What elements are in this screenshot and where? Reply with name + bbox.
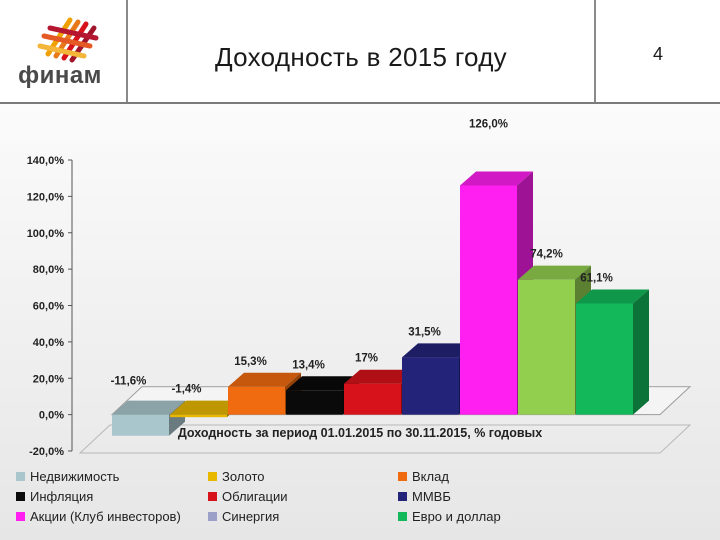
- bar-front: [344, 383, 401, 415]
- legend-label: Золото: [222, 469, 265, 484]
- legend-label: Вклад: [412, 469, 449, 484]
- bar-front: [402, 357, 459, 415]
- chart-title: Доходность за период 01.01.2015 по 30.11…: [178, 426, 542, 440]
- y-tick-label: 120,0%: [27, 191, 65, 203]
- legend-label: Синергия: [222, 509, 279, 524]
- bar-top: [518, 265, 591, 280]
- data-label: 74,2%: [530, 249, 563, 261]
- legend-label: Облигации: [222, 489, 287, 504]
- bar-top: [576, 289, 649, 304]
- bar-top: [286, 376, 359, 391]
- bar-front: [170, 414, 227, 418]
- data-labels: -11,6% -1,4% 15,3% 13,4% 17% 31,5% 126,0% 74,2%…: [111, 118, 613, 395]
- legend-label: Инфляция: [30, 489, 93, 504]
- bar-top: [228, 372, 301, 387]
- chart-legend: Недвижимость Золото Вклад Инфляция Облигации…: [16, 469, 501, 524]
- data-label: 61,1%: [580, 272, 613, 284]
- data-label: 13,4%: [292, 359, 325, 371]
- legend-swatch: [16, 512, 25, 521]
- legend-swatch: [208, 492, 217, 501]
- header-divider-right: [594, 0, 596, 102]
- bar-top: [460, 171, 533, 186]
- legend-swatch: [208, 512, 217, 521]
- bar: [576, 289, 649, 415]
- legend-label: Евро и доллар: [412, 509, 501, 524]
- finam-logo-icon: [37, 17, 99, 63]
- legend-swatch: [398, 492, 407, 501]
- page-title: Доходность в 2015 году: [214, 42, 507, 72]
- chart-base-plane: [78, 424, 692, 454]
- page-number: 4: [652, 44, 663, 64]
- legend-label: Недвижимость: [30, 469, 120, 484]
- bar-top: [170, 400, 243, 415]
- y-tick-label: -20,0%: [29, 446, 64, 458]
- y-tick-label: 40,0%: [33, 337, 64, 349]
- data-label: 126,0%: [469, 118, 508, 130]
- bar: [112, 400, 185, 436]
- chart-bars: [112, 171, 649, 436]
- slide-header: финам Доходность в 2015 году 4: [0, 0, 720, 102]
- header-divider-left: [126, 0, 128, 102]
- legend-swatch: [398, 472, 407, 481]
- bar-front: [286, 390, 343, 415]
- bar-front: [576, 303, 633, 415]
- y-tick-label: 100,0%: [27, 228, 65, 240]
- bar-front: [460, 185, 517, 415]
- bar-front: [518, 279, 575, 415]
- bar-top: [344, 369, 417, 384]
- legend-swatch: [398, 512, 407, 521]
- legend-label: Акции (Клуб инвесторов): [30, 509, 181, 524]
- legend-swatch: [208, 472, 217, 481]
- y-tick-label: 20,0%: [33, 373, 64, 385]
- y-axis: -20,0% 0,0% 20,0% 40,0% 60,0% 80,0% 100,0% 120,…: [27, 155, 73, 458]
- legend-label: ММВБ: [412, 489, 451, 504]
- bar-top: [402, 343, 475, 358]
- bar-top: [112, 400, 185, 415]
- bar-front: [228, 386, 285, 415]
- legend-swatch: [16, 472, 25, 481]
- data-label: 31,5%: [408, 326, 441, 338]
- y-tick-label: 0,0%: [39, 410, 64, 422]
- bar-chart: -20,0% 0,0% 20,0% 40,0% 60,0% 80,0% 100,0% 120,…: [16, 118, 692, 524]
- bar-side: [633, 289, 649, 415]
- legend-swatch: [16, 492, 25, 501]
- header-rule: [0, 102, 720, 104]
- brand-name: финам: [18, 62, 102, 89]
- data-label: -1,4%: [171, 384, 201, 396]
- data-label: -11,6%: [111, 376, 147, 388]
- data-label: 15,3%: [234, 356, 267, 368]
- y-tick-label: 80,0%: [33, 264, 64, 276]
- y-tick-label: 140,0%: [27, 155, 65, 167]
- data-label: 17%: [355, 353, 378, 365]
- y-tick-label: 60,0%: [33, 301, 64, 313]
- bar-front: [112, 414, 169, 436]
